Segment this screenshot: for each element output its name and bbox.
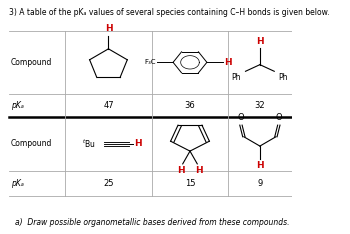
Text: 25: 25	[103, 179, 114, 188]
Text: $^{t}$Bu: $^{t}$Bu	[82, 138, 96, 150]
Text: O: O	[275, 113, 282, 122]
Text: 47: 47	[103, 101, 114, 110]
Text: O: O	[238, 113, 244, 122]
Text: Compound: Compound	[11, 139, 52, 148]
Text: H: H	[105, 24, 112, 33]
Text: pKₐ: pKₐ	[11, 101, 24, 110]
Text: H: H	[195, 166, 203, 175]
Text: H: H	[177, 166, 185, 175]
Text: Ph: Ph	[279, 73, 288, 82]
Text: H: H	[256, 161, 264, 170]
Text: pKₐ: pKₐ	[11, 179, 24, 188]
Text: a)  Draw possible organometallic bases derived from these compounds.: a) Draw possible organometallic bases de…	[15, 219, 290, 227]
Text: Ph: Ph	[232, 73, 241, 82]
Text: F₃C: F₃C	[144, 59, 156, 65]
Text: 36: 36	[184, 101, 195, 110]
Text: 9: 9	[257, 179, 262, 188]
Text: H: H	[134, 139, 142, 148]
Text: 3) A table of the pKₐ values of several species containing C–H bonds is given be: 3) A table of the pKₐ values of several …	[9, 8, 330, 17]
Text: 15: 15	[185, 179, 195, 188]
Text: H: H	[224, 58, 231, 67]
Text: 32: 32	[254, 101, 265, 110]
Text: H: H	[256, 37, 264, 46]
Text: Compound: Compound	[11, 58, 52, 67]
